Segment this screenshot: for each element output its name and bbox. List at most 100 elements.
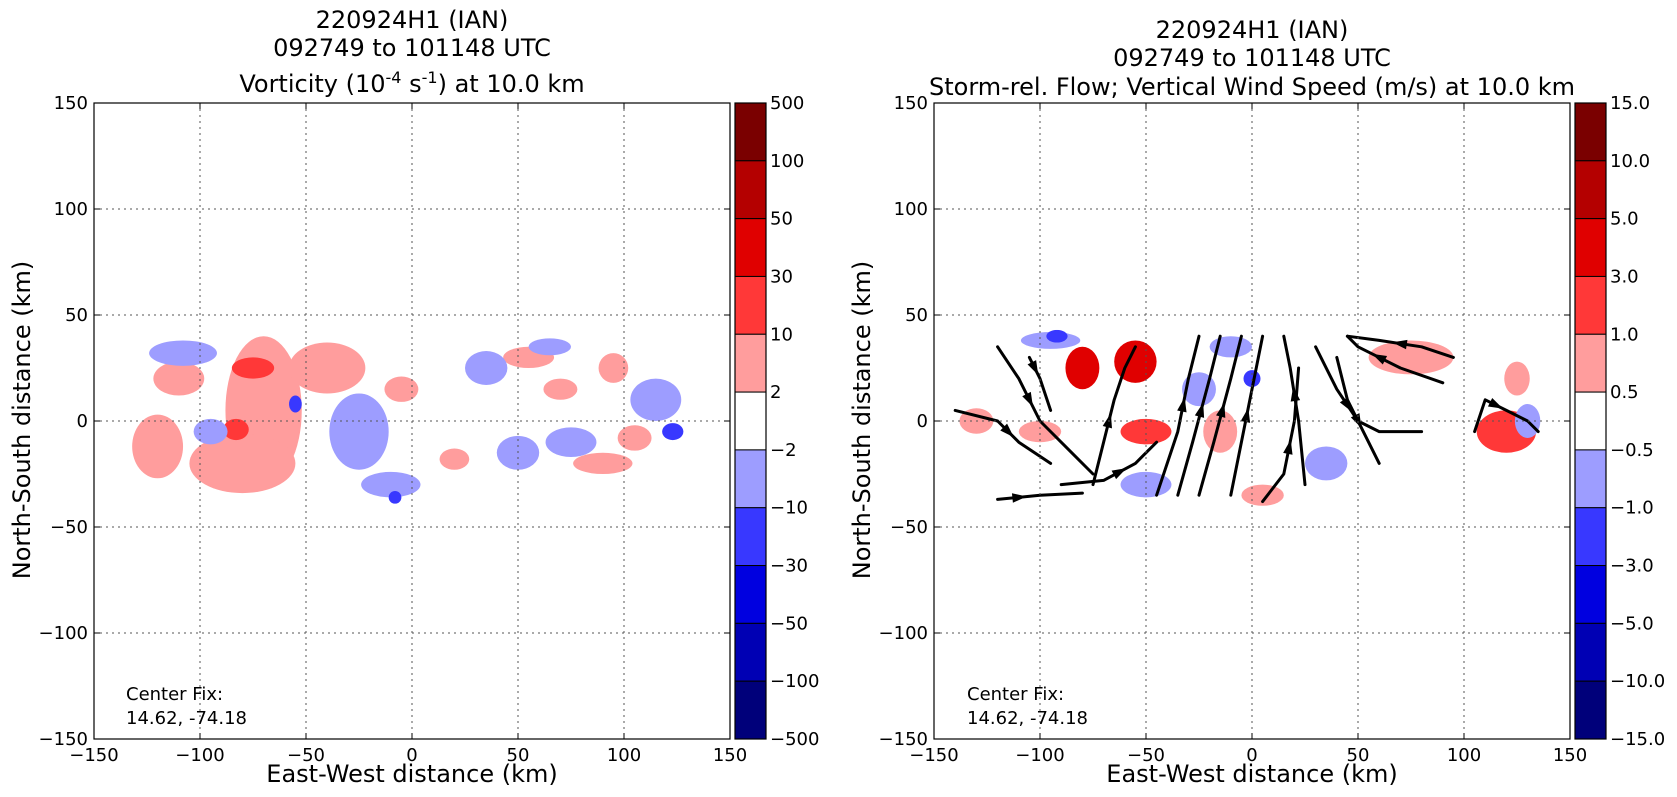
colorbar-segment bbox=[1574, 507, 1607, 567]
gridlines: −150 −100 −50 0 50 100 150 −150 −100 −50 0 50 100 150 bbox=[39, 93, 748, 766]
contour-blob-4 bbox=[289, 342, 366, 394]
center-fix-label: Center Fix: bbox=[967, 684, 1064, 705]
colorbar-tick-label: 100 bbox=[770, 151, 804, 172]
x-tick-label: 150 bbox=[713, 745, 747, 766]
contour-fills bbox=[132, 336, 684, 504]
colorbar-segment bbox=[734, 507, 767, 567]
x-tick-label: −150 bbox=[69, 745, 118, 766]
title-line-3: Storm-rel. Flow; Vertical Wind Speed (m/… bbox=[929, 73, 1575, 101]
contour-blob-13 bbox=[598, 353, 629, 383]
x-tick-label: 150 bbox=[1553, 745, 1587, 766]
y-tick-label: 0 bbox=[917, 411, 928, 432]
streamline-arrow-10 bbox=[1283, 439, 1293, 455]
colorbar-tick-label: −50 bbox=[770, 613, 808, 634]
x-tick-label: 100 bbox=[607, 745, 641, 766]
streamline-arrow-1 bbox=[1111, 468, 1127, 480]
y-tick-label: 50 bbox=[65, 305, 88, 326]
colorbar-tick-label: 10.0 bbox=[1610, 151, 1650, 172]
contour-blob-10 bbox=[439, 448, 470, 470]
title-sup-1: -4 bbox=[386, 68, 402, 87]
x-axis-label: East-West distance (km) bbox=[1106, 760, 1397, 788]
contour-blob-7 bbox=[384, 376, 419, 402]
y-axis-label: North-South distance (km) bbox=[8, 261, 36, 580]
streamline-arrow-0 bbox=[1011, 493, 1027, 503]
streamline-5 bbox=[1091, 345, 1137, 487]
title-sup-2: -1 bbox=[422, 68, 438, 87]
title-line-3: Vorticity (10-4 s-1) at 10.0 km bbox=[239, 68, 584, 98]
title-line-1: 220924H1 (IAN) bbox=[316, 6, 509, 34]
colorbar-tick-label: −2 bbox=[770, 440, 797, 461]
streamline-arrow-12 bbox=[1339, 397, 1352, 412]
colorbar-tick-label: 500 bbox=[770, 93, 804, 114]
colorbar-segment bbox=[1574, 160, 1607, 220]
contour-blob-9 bbox=[543, 378, 578, 400]
colorbar-segment bbox=[1574, 391, 1607, 451]
streamline-arrow-3 bbox=[1022, 391, 1033, 407]
contour-blob-6 bbox=[1018, 421, 1062, 443]
streamline-arrow-13 bbox=[1350, 413, 1362, 429]
streamline-arrow-7 bbox=[1194, 402, 1205, 418]
title-suffix: ) at 10.0 km bbox=[438, 70, 585, 98]
colorbar-segment bbox=[1574, 218, 1607, 277]
contour-blob-16 bbox=[193, 418, 228, 445]
colorbar-segment bbox=[734, 622, 767, 682]
colorbar-segment bbox=[1574, 449, 1607, 509]
contour-blob-24 bbox=[289, 395, 302, 413]
contour-blob-11 bbox=[1182, 372, 1216, 407]
colorbar-tick-label: 3.0 bbox=[1610, 266, 1639, 287]
plot-area: −150 −100 −50 0 50 100 150 −150 −100 −50 0 50 100 150 bbox=[39, 93, 748, 766]
colorbar-segment bbox=[1574, 102, 1607, 162]
colorbar-tick-label: −10.0 bbox=[1610, 671, 1665, 692]
y-tick-label: −100 bbox=[879, 623, 928, 644]
x-axis-label: East-West distance (km) bbox=[266, 760, 557, 788]
y-tick-label: −50 bbox=[890, 517, 928, 538]
contour-blob-5 bbox=[1120, 418, 1172, 445]
plot-frame bbox=[93, 102, 731, 740]
y-tick-label: −100 bbox=[39, 623, 88, 644]
colorbar-tick-label: −0.5 bbox=[1610, 440, 1654, 461]
streamline-16 bbox=[1473, 398, 1540, 434]
contour-blob-16 bbox=[1046, 329, 1068, 343]
streamline-arrow-6 bbox=[1177, 397, 1187, 413]
x-tick-label: 0 bbox=[406, 745, 417, 766]
title-line-2: 092749 to 101148 UTC bbox=[273, 34, 551, 62]
colorbar-tick-label: 1.0 bbox=[1610, 324, 1639, 345]
contour-blob-23 bbox=[662, 423, 684, 441]
center-fix-value: 14.62, -74.18 bbox=[126, 708, 247, 729]
y-tick-label: 150 bbox=[894, 93, 928, 114]
gridlines: −150 −100 −50 0 50 100 150 −150 −100 −50 0 50 100 150 bbox=[879, 93, 1588, 766]
colorbar-segment bbox=[734, 102, 767, 162]
colorbar-tick-label: −3.0 bbox=[1610, 556, 1654, 577]
colorbar-segment bbox=[734, 333, 767, 393]
streamline-arrow-2 bbox=[1000, 423, 1014, 438]
streamline-arrow-16 bbox=[1487, 397, 1503, 409]
colorbar-tick-label: 30 bbox=[770, 266, 793, 287]
colorbar-segment bbox=[734, 449, 767, 509]
x-tick-label: −50 bbox=[1127, 745, 1165, 766]
y-tick-label: −150 bbox=[879, 729, 928, 750]
title-line-2: 092749 to 101148 UTC bbox=[1113, 44, 1391, 72]
colorbar-segment bbox=[734, 565, 767, 624]
colorbar-frame bbox=[734, 102, 767, 740]
colorbar: 15.0 10.0 5.0 3.0 1.0 0.5 −0.5 −1.0 −3.0 −5.0 −10.… bbox=[1574, 93, 1665, 750]
colorbar-segment bbox=[1574, 333, 1607, 393]
y-tick-label: 50 bbox=[905, 305, 928, 326]
colorbar-frame bbox=[1574, 102, 1607, 740]
title-line-1: 220924H1 (IAN) bbox=[1156, 16, 1349, 44]
contour-blob-22 bbox=[361, 471, 421, 498]
vorticity-panel: 220924H1 (IAN) 092749 to 101148 UTC Vort… bbox=[8, 6, 819, 788]
contour-blob-3 bbox=[1504, 361, 1530, 396]
streamline-arrow-15 bbox=[1392, 339, 1408, 350]
contour-blob-17 bbox=[465, 351, 508, 385]
colorbar-tick-label: −10 bbox=[770, 498, 808, 519]
x-tick-label: −150 bbox=[909, 745, 958, 766]
colorbar-segment bbox=[1574, 565, 1607, 624]
streamline-arrow-9 bbox=[1240, 407, 1251, 423]
contour-blob-1 bbox=[1065, 346, 1100, 390]
contour-blob-6 bbox=[223, 418, 249, 441]
contour-blob-19 bbox=[545, 427, 597, 458]
streamline-arrow-4 bbox=[1027, 360, 1039, 376]
plot-frame bbox=[933, 102, 1571, 740]
colorbar-segment bbox=[1574, 275, 1607, 335]
